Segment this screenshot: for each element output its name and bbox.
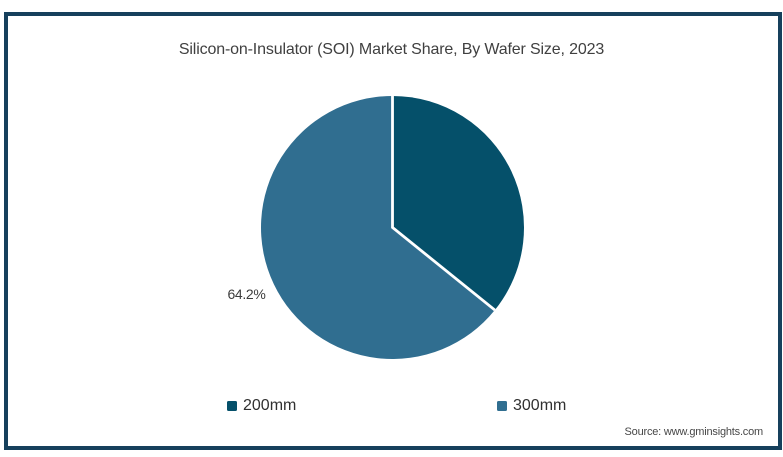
- pie-slice-200mm[interactable]: [392, 96, 525, 311]
- pie-slices: [261, 96, 525, 360]
- legend-swatch-300mm-icon: [497, 401, 507, 411]
- pie-slice-divider: [391, 96, 496, 312]
- chart-title: Silicon-on-Insulator (SOI) Market Share,…: [178, 40, 605, 58]
- legend-label-200mm: 200mm: [243, 397, 297, 414]
- legend-item-300mm[interactable]: 300mm: [497, 398, 566, 414]
- source-attribution: Source: www.gminsights.com: [624, 425, 764, 438]
- legend-swatch-200mm-icon: [227, 401, 237, 411]
- legend-label-300mm: 300mm: [513, 397, 567, 414]
- pie-slice-300mm[interactable]: [261, 96, 495, 360]
- slice-label-300mm: 64.2%: [227, 285, 266, 302]
- legend-item-200mm[interactable]: 200mm: [227, 398, 296, 414]
